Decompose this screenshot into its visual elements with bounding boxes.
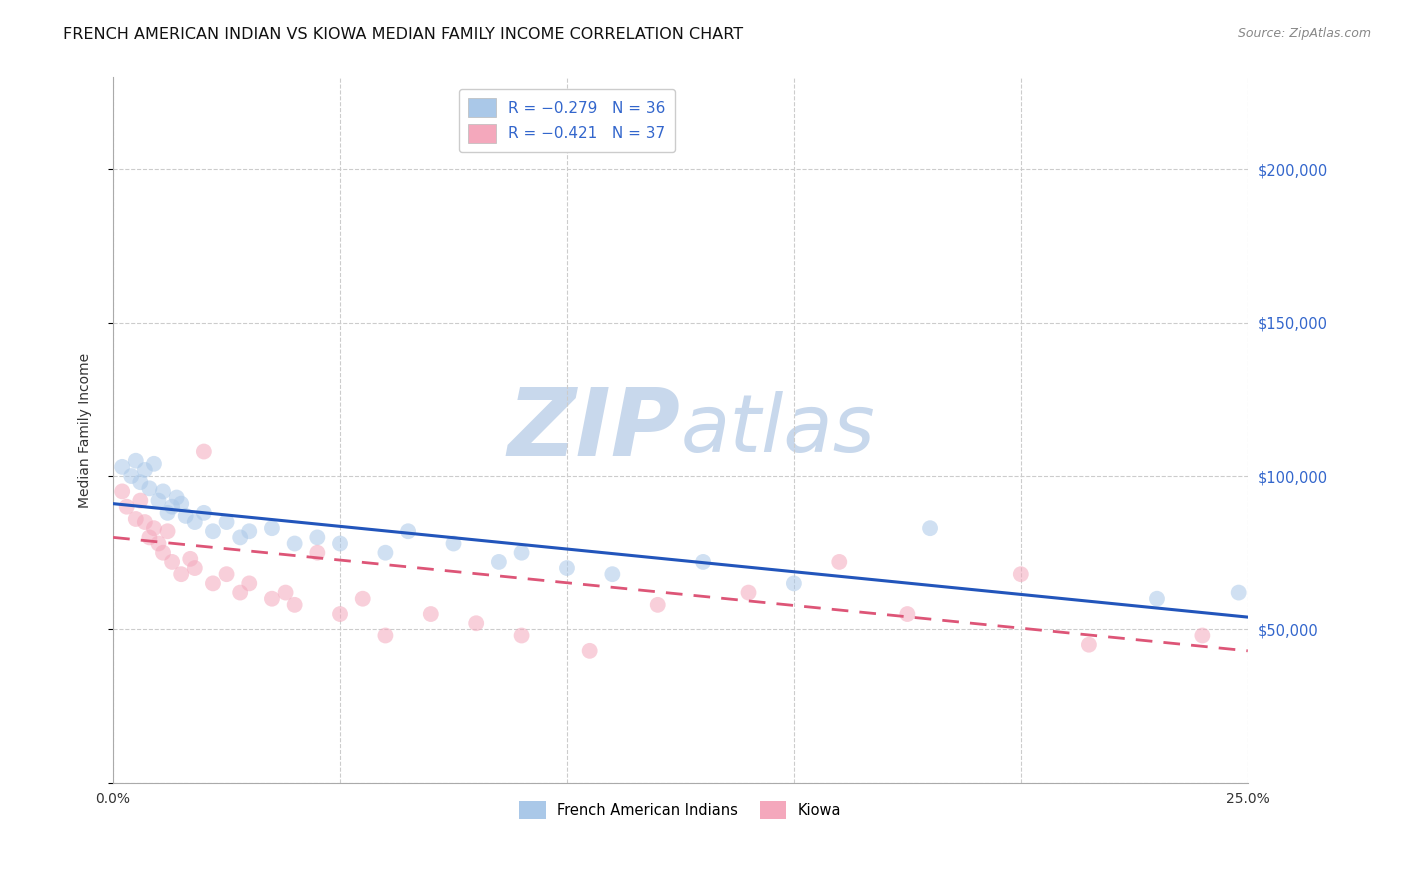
Point	[184, 515, 207, 529]
Point	[148, 493, 170, 508]
Point	[260, 591, 283, 606]
Point	[215, 567, 238, 582]
Point	[1227, 585, 1250, 599]
Point	[307, 530, 329, 544]
Point	[465, 616, 488, 631]
Point	[284, 536, 307, 550]
Point	[1146, 591, 1168, 606]
Point	[602, 567, 624, 582]
Point	[238, 576, 260, 591]
Point	[510, 628, 533, 642]
Point	[238, 524, 260, 539]
Point	[134, 463, 156, 477]
Point	[374, 628, 396, 642]
Point	[488, 555, 510, 569]
Point	[352, 591, 374, 606]
Point	[918, 521, 941, 535]
Point	[152, 484, 174, 499]
Point	[783, 576, 806, 591]
Point	[215, 515, 238, 529]
Point	[374, 546, 396, 560]
Point	[329, 607, 352, 621]
Text: atlas: atlas	[681, 391, 875, 469]
Point	[737, 585, 759, 599]
Point	[156, 524, 179, 539]
Point	[443, 536, 465, 550]
Point	[142, 457, 165, 471]
Point	[111, 459, 134, 474]
Legend: French American Indians, Kiowa: French American Indians, Kiowa	[513, 796, 848, 825]
Point	[115, 500, 138, 514]
Point	[120, 469, 142, 483]
Point	[555, 561, 578, 575]
Point	[896, 607, 918, 621]
Point	[170, 567, 193, 582]
Point	[138, 530, 160, 544]
Point	[828, 555, 851, 569]
Point	[1010, 567, 1032, 582]
Point	[260, 521, 283, 535]
Point	[307, 546, 329, 560]
Point	[396, 524, 419, 539]
Point	[419, 607, 441, 621]
Point	[166, 491, 188, 505]
Point	[193, 444, 215, 458]
Point	[229, 585, 252, 599]
Point	[148, 536, 170, 550]
Point	[647, 598, 669, 612]
Point	[174, 508, 197, 523]
Point	[142, 521, 165, 535]
Point	[1191, 628, 1213, 642]
Point	[229, 530, 252, 544]
Point	[201, 576, 224, 591]
Text: Source: ZipAtlas.com: Source: ZipAtlas.com	[1237, 27, 1371, 40]
Point	[510, 546, 533, 560]
Point	[578, 644, 600, 658]
Point	[201, 524, 224, 539]
Point	[160, 555, 183, 569]
Point	[179, 552, 201, 566]
Point	[129, 475, 152, 490]
Point	[125, 512, 148, 526]
Point	[156, 506, 179, 520]
Y-axis label: Median Family Income: Median Family Income	[79, 352, 93, 508]
Point	[284, 598, 307, 612]
Point	[170, 497, 193, 511]
Point	[152, 546, 174, 560]
Text: FRENCH AMERICAN INDIAN VS KIOWA MEDIAN FAMILY INCOME CORRELATION CHART: FRENCH AMERICAN INDIAN VS KIOWA MEDIAN F…	[63, 27, 744, 42]
Point	[134, 515, 156, 529]
Point	[1077, 638, 1099, 652]
Text: ZIP: ZIP	[508, 384, 681, 476]
Point	[160, 500, 183, 514]
Point	[125, 454, 148, 468]
Point	[129, 493, 152, 508]
Point	[111, 484, 134, 499]
Point	[329, 536, 352, 550]
Point	[692, 555, 714, 569]
Point	[184, 561, 207, 575]
Point	[138, 481, 160, 495]
Point	[274, 585, 297, 599]
Point	[193, 506, 215, 520]
